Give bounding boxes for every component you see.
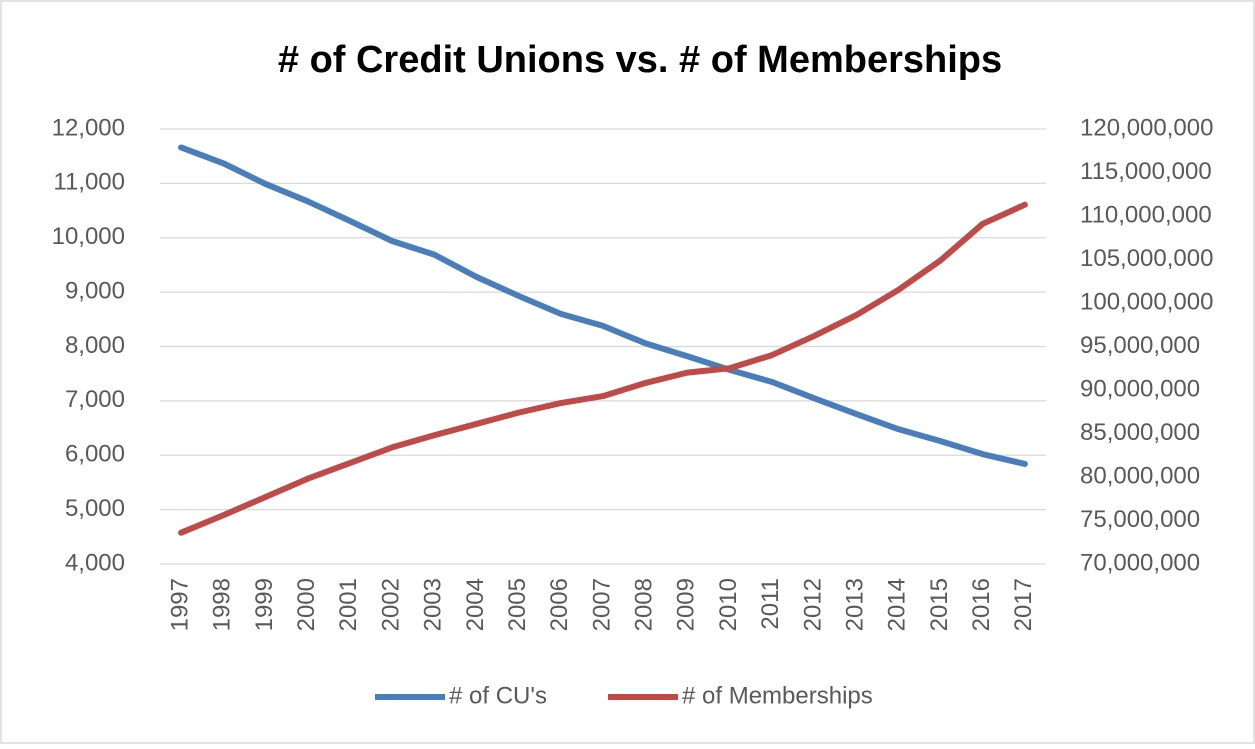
legend-label: # of Memberships: [682, 682, 873, 709]
y-tick-label: 9,000: [65, 277, 125, 304]
x-tick-label: 1999: [251, 578, 278, 631]
y2-tick-label: 115,000,000: [1080, 158, 1212, 185]
x-tick-label: 2013: [841, 578, 868, 631]
x-tick-label: 2014: [884, 578, 911, 631]
series-line: [178, 144, 1028, 467]
x-tick-label: 2010: [715, 578, 742, 631]
series-line: [178, 201, 1028, 536]
x-tick-label: 2006: [546, 578, 573, 631]
y2-tick-label: 110,000,000: [1080, 201, 1212, 228]
y-tick-label: 12,000: [52, 114, 125, 141]
y2-tick-label: 75,000,000: [1080, 506, 1200, 533]
y2-tick-label: 85,000,000: [1080, 419, 1200, 446]
x-tick-label: 1997: [166, 578, 193, 631]
x-tick-label: 2001: [335, 578, 362, 631]
y2-tick-label: 100,000,000: [1080, 288, 1213, 315]
x-tick-label: 2009: [673, 578, 700, 631]
x-tick-label: 2011: [757, 578, 784, 630]
y-tick-label: 7,000: [65, 386, 125, 413]
y-tick-label: 5,000: [65, 495, 125, 522]
y2-tick-label: 95,000,000: [1080, 332, 1200, 359]
x-tick-label: 2017: [1010, 578, 1037, 631]
y-tick-label: 8,000: [65, 332, 125, 359]
x-tick-label: 2003: [420, 578, 447, 631]
x-tick-label: 2008: [631, 578, 658, 631]
chart-title: # of Credit Unions vs. # of Memberships: [278, 39, 1002, 81]
x-tick-label: 2000: [293, 578, 320, 631]
y2-tick-label: 70,000,000: [1080, 549, 1200, 576]
y2-tick-label: 80,000,000: [1080, 462, 1200, 489]
x-tick-label: 2005: [504, 578, 531, 631]
y-tick-label: 11,000: [53, 169, 125, 196]
legend-label: # of CU's: [449, 682, 547, 709]
x-tick-label: 1998: [209, 578, 236, 631]
x-tick-label: 2012: [799, 578, 826, 631]
y2-tick-label: 120,000,000: [1080, 114, 1213, 141]
x-tick-label: 2002: [377, 578, 404, 631]
y-tick-label: 6,000: [65, 441, 125, 468]
y2-tick-label: 105,000,000: [1080, 245, 1213, 272]
y-tick-label: 10,000: [52, 223, 125, 250]
y-tick-label: 4,000: [65, 549, 125, 576]
y2-tick-label: 90,000,000: [1080, 375, 1200, 402]
x-tick-label: 2004: [462, 578, 489, 631]
x-tick-label: 2016: [968, 578, 995, 631]
x-tick-label: 2007: [588, 578, 615, 631]
x-tick-label: 2015: [926, 578, 953, 631]
